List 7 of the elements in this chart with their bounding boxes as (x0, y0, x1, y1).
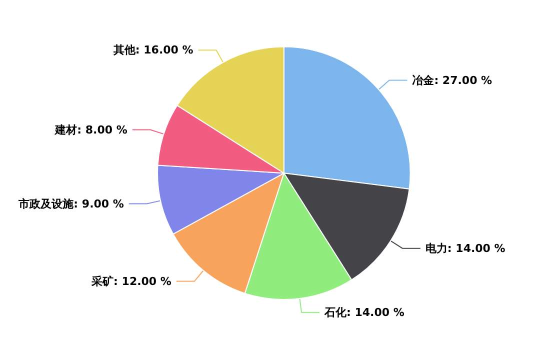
slice-label: 其他: 16.00 % (112, 44, 194, 57)
slice-label: 市政及设施: 9.00 % (18, 197, 124, 210)
slice-label: 建材: 8.00 % (54, 123, 128, 136)
slice-label: 电力: 14.00 % (425, 242, 506, 255)
slice-label: 冶金: 27.00 % (412, 74, 492, 87)
slice-label: 采矿: 12.00 % (90, 274, 172, 288)
slice-label: 石化: 14.00 % (324, 306, 404, 319)
